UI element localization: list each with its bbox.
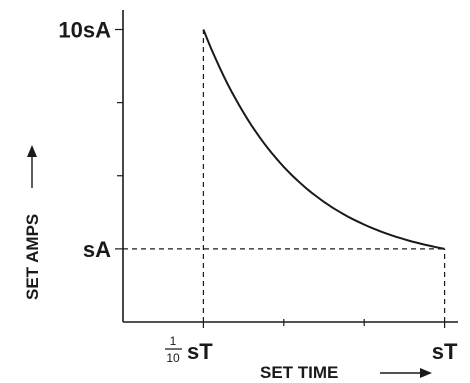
y-axis-label: SET AMPS [23,214,42,300]
axis-ticks [115,28,446,328]
series-curve [202,29,445,250]
y-tick-label-sA: sA [83,237,111,262]
x-axis-arrowhead [420,368,432,378]
x-tick-label-tenth-sT: 1 10 sT [165,334,213,365]
guide-lines [123,29,446,322]
x-tick-label-sT-first: sT [187,339,213,364]
x-tick-label-sT: sT [432,339,458,364]
x-tick-fraction-denominator: 10 [166,351,180,365]
x-tick-fraction-numerator: 1 [170,334,177,348]
y-tick-label-10sA: 10sA [58,18,111,43]
y-axis-arrowhead [27,145,37,157]
x-axis-label: SET TIME [260,363,338,382]
